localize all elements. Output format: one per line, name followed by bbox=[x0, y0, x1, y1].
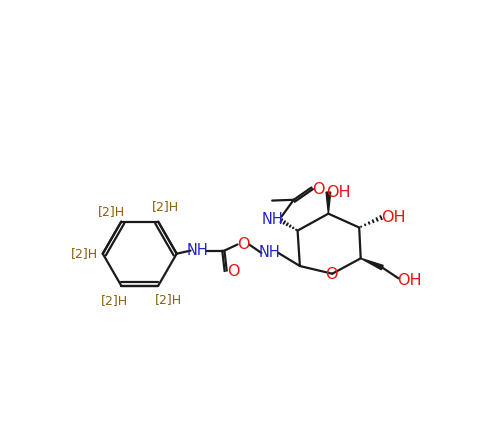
Text: O: O bbox=[325, 267, 338, 282]
Text: NH: NH bbox=[186, 243, 208, 258]
Text: O: O bbox=[227, 264, 239, 279]
Text: NH: NH bbox=[261, 212, 283, 227]
Text: [2]H: [2]H bbox=[152, 200, 179, 213]
Text: NH: NH bbox=[258, 246, 280, 260]
Text: [2]H: [2]H bbox=[154, 293, 182, 306]
Polygon shape bbox=[326, 192, 331, 213]
Text: OH: OH bbox=[326, 185, 351, 200]
Text: [2]H: [2]H bbox=[101, 294, 128, 307]
Text: OH: OH bbox=[381, 210, 406, 225]
Text: [2]H: [2]H bbox=[71, 247, 98, 260]
Text: OH: OH bbox=[397, 273, 422, 288]
Text: [2]H: [2]H bbox=[98, 205, 125, 218]
Text: O: O bbox=[238, 237, 250, 252]
Polygon shape bbox=[361, 259, 383, 270]
Text: O: O bbox=[312, 181, 325, 197]
